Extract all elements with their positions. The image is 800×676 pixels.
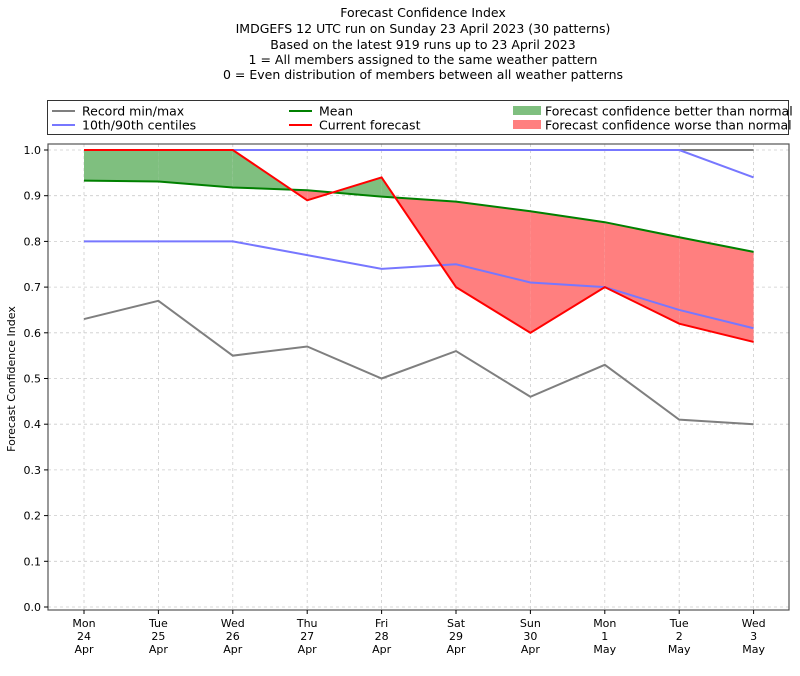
x-tick-label-part: Tue — [669, 617, 689, 630]
title-line-2: IMDGEFS 12 UTC run on Sunday 23 April 20… — [236, 21, 611, 36]
legend-item-centiles: 10th/90th centiles — [52, 118, 196, 133]
x-tick-label: Sun 30 Apr — [520, 617, 541, 656]
y-axis-ticks: 0.0 0.1 0.2 0.3 0.4 0.5 0.6 0.7 0.8 0.9 1.0 — [24, 144, 48, 614]
x-tick-label-part: 27 — [300, 630, 314, 643]
plot-frame — [47, 143, 790, 611]
x-tick-label-part: 25 — [151, 630, 165, 643]
legend: Record min/max 10th/90th centiles Mean C… — [47, 100, 793, 135]
fill-worse-than-normal — [679, 237, 754, 342]
x-tick-label-part: Fri — [375, 617, 388, 630]
legend-label-current: Current forecast — [319, 118, 421, 133]
x-tick-label-part: Apr — [372, 643, 392, 656]
mean-line — [83, 179, 754, 253]
x-tick-label: Tue 25 Apr — [148, 617, 168, 656]
x-tick-label: Wed 3 May — [742, 617, 766, 656]
x-tick-label-part: Wed — [742, 617, 766, 630]
x-tick-label-part: Thu — [296, 617, 318, 630]
legend-item-worse: Forecast confidence worse than normal — [513, 118, 792, 133]
x-tick-label-part: Tue — [148, 617, 168, 630]
legend-label-mean: Mean — [319, 104, 353, 119]
x-tick-label-part: May — [742, 643, 765, 656]
y-tick-label: 0.1 — [24, 555, 42, 568]
legend-label-record: Record min/max — [82, 104, 184, 119]
current-forecast-line — [84, 149, 754, 343]
confidence-fills — [84, 150, 754, 342]
x-tick-label: Fri 28 Apr — [372, 617, 392, 656]
y-axis-label: Forecast Confidence Index — [5, 306, 18, 452]
fill-worse-than-normal — [604, 222, 680, 324]
x-tick-label: Mon 1 May — [593, 617, 616, 656]
x-tick-label-part: 30 — [523, 630, 537, 643]
title-line-5: 0 = Even distribution of members between… — [223, 67, 623, 82]
x-tick-label-part: 29 — [449, 630, 463, 643]
legend-item-better: Forecast confidence better than normal — [513, 104, 793, 119]
y-tick-label: 0.0 — [24, 601, 42, 614]
title-line-3: Based on the latest 919 runs up to 23 Ap… — [270, 37, 575, 52]
x-tick-label-part: Apr — [521, 643, 541, 656]
y-tick-label: 0.5 — [24, 373, 42, 386]
y-tick-label: 0.8 — [24, 235, 42, 248]
legend-swatch-worse — [513, 120, 541, 129]
y-tick-label: 0.4 — [24, 418, 42, 431]
x-tick-label-part: 1 — [601, 630, 608, 643]
y-tick-label: 0.7 — [24, 281, 42, 294]
x-tick-label: Thu 27 Apr — [296, 617, 318, 656]
legend-label-centiles: 10th/90th centiles — [82, 118, 196, 133]
x-tick-label-part: May — [593, 643, 616, 656]
y-tick-label: 0.9 — [24, 190, 42, 203]
fill-better-than-normal — [332, 177, 382, 197]
legend-swatch-better — [513, 106, 541, 115]
x-tick-label-part: Mon — [593, 617, 616, 630]
x-tick-label: Tue 2 May — [668, 617, 691, 656]
x-tick-label-part: 24 — [77, 630, 91, 643]
x-tick-label: Mon 24 Apr — [72, 617, 95, 656]
fill-better-than-normal — [84, 150, 159, 182]
fill-worse-than-normal — [456, 201, 531, 333]
legend-item-current: Current forecast — [289, 118, 421, 133]
x-tick-label-part: May — [668, 643, 691, 656]
legend-frame — [47, 100, 789, 135]
x-tick-label: Sat 29 Apr — [446, 617, 466, 656]
y-tick-label: 0.3 — [24, 464, 42, 477]
x-tick-label: Wed 26 Apr — [221, 617, 245, 656]
x-tick-label-part: Apr — [223, 643, 243, 656]
x-tick-label-part: Sun — [520, 617, 541, 630]
x-tick-label-part: 28 — [375, 630, 389, 643]
series-lines — [83, 149, 754, 426]
x-tick-label-part: Sat — [447, 617, 466, 630]
x-tick-label-part: Apr — [298, 643, 318, 656]
legend-label-worse: Forecast confidence worse than normal — [545, 118, 792, 133]
chart-title: Forecast Confidence Index IMDGEFS 12 UTC… — [223, 5, 623, 82]
fill-worse-than-normal — [530, 211, 605, 333]
title-line-1: Forecast Confidence Index — [340, 5, 506, 20]
x-tick-label-part: Mon — [72, 617, 95, 630]
x-tick-label-part: 2 — [676, 630, 683, 643]
x-tick-label-part: Apr — [446, 643, 466, 656]
record-min-line — [83, 299, 754, 426]
legend-item-mean: Mean — [289, 104, 353, 119]
x-tick-label-part: 3 — [750, 630, 757, 643]
y-tick-label: 0.6 — [24, 327, 42, 340]
legend-item-record: Record min/max — [52, 104, 184, 119]
x-tick-label-part: Apr — [74, 643, 94, 656]
legend-label-better: Forecast confidence better than normal — [545, 104, 793, 119]
fill-better-than-normal — [158, 150, 233, 188]
y-tick-label: 0.2 — [24, 510, 42, 523]
x-tick-label-part: 26 — [226, 630, 240, 643]
title-line-4: 1 = All members assigned to the same wea… — [249, 52, 598, 67]
x-tick-label-part: Wed — [221, 617, 245, 630]
10th-centile-line — [84, 240, 754, 330]
y-tick-label: 1.0 — [24, 144, 42, 157]
axes — [47, 143, 790, 611]
x-tick-label-part: Apr — [149, 643, 169, 656]
